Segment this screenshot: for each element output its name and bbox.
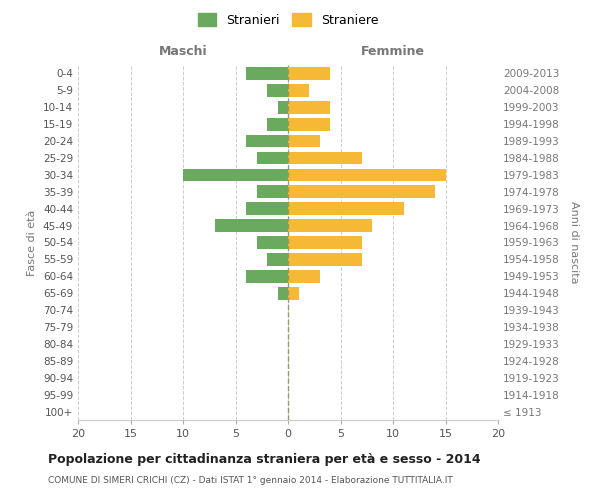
Bar: [246, 67, 288, 80]
Bar: [288, 67, 330, 80]
Y-axis label: Fasce di età: Fasce di età: [28, 210, 37, 276]
Legend: Stranieri, Straniere: Stranieri, Straniere: [193, 8, 383, 32]
Bar: [288, 168, 445, 181]
Text: COMUNE DI SIMERI CRICHI (CZ) - Dati ISTAT 1° gennaio 2014 - Elaborazione TUTTITA: COMUNE DI SIMERI CRICHI (CZ) - Dati ISTA…: [48, 476, 453, 485]
Bar: [267, 84, 288, 96]
Bar: [257, 186, 288, 198]
Bar: [183, 168, 288, 181]
Bar: [277, 287, 288, 300]
Text: Femmine: Femmine: [361, 45, 425, 58]
Bar: [215, 220, 288, 232]
Bar: [246, 134, 288, 147]
Text: Popolazione per cittadinanza straniera per età e sesso - 2014: Popolazione per cittadinanza straniera p…: [48, 452, 481, 466]
Bar: [277, 101, 288, 114]
Bar: [288, 118, 330, 130]
Bar: [288, 202, 404, 215]
Bar: [257, 236, 288, 249]
Y-axis label: Anni di nascita: Anni di nascita: [569, 201, 579, 284]
Text: Maschi: Maschi: [158, 45, 208, 58]
Bar: [288, 253, 361, 266]
Bar: [246, 270, 288, 282]
Bar: [288, 236, 361, 249]
Bar: [257, 152, 288, 164]
Bar: [288, 186, 435, 198]
Bar: [246, 202, 288, 215]
Bar: [288, 220, 372, 232]
Bar: [288, 84, 309, 96]
Bar: [267, 118, 288, 130]
Bar: [267, 253, 288, 266]
Bar: [288, 101, 330, 114]
Bar: [288, 270, 320, 282]
Bar: [288, 152, 361, 164]
Bar: [288, 287, 299, 300]
Bar: [288, 134, 320, 147]
